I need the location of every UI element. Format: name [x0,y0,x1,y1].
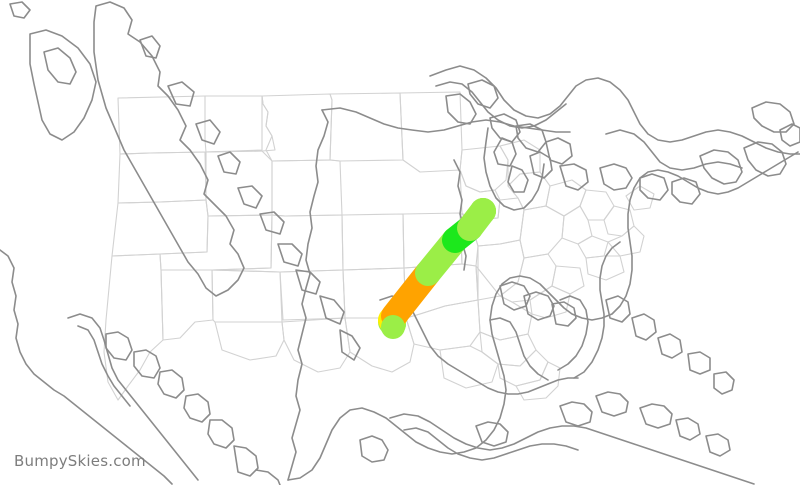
destination-endpoint-cap [470,198,496,224]
origin-endpoint-cap [381,315,405,339]
watermark-bumpyskies: BumpySkies.com [14,452,146,470]
